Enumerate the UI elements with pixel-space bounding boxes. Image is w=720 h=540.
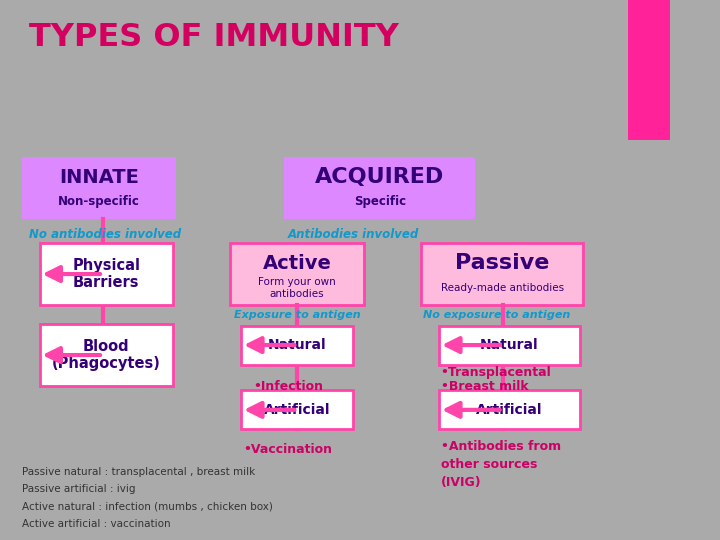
FancyBboxPatch shape: [241, 390, 353, 429]
FancyBboxPatch shape: [40, 243, 173, 305]
Text: Specific: Specific: [354, 195, 406, 208]
Text: ACQUIRED: ACQUIRED: [315, 167, 444, 187]
Text: Physical
Barriers: Physical Barriers: [72, 258, 140, 291]
FancyBboxPatch shape: [241, 326, 353, 365]
FancyBboxPatch shape: [421, 243, 583, 305]
Text: Passive: Passive: [455, 253, 549, 273]
Text: Artificial: Artificial: [264, 403, 330, 417]
Text: Non-specific: Non-specific: [58, 195, 140, 208]
FancyBboxPatch shape: [230, 243, 364, 305]
FancyBboxPatch shape: [22, 157, 176, 219]
Text: Active natural : infection (mumbs , chicken box): Active natural : infection (mumbs , chic…: [22, 502, 272, 512]
Text: Exposure to antigen: Exposure to antigen: [234, 310, 361, 321]
Text: INNATE: INNATE: [59, 167, 139, 187]
Text: Blood
(Phagocytes): Blood (Phagocytes): [52, 339, 161, 372]
Text: •Breast milk: •Breast milk: [441, 380, 528, 393]
Text: •Transplacental: •Transplacental: [441, 366, 552, 379]
Text: Antibodies involved: Antibodies involved: [288, 228, 419, 241]
FancyBboxPatch shape: [628, 0, 670, 140]
Text: Active: Active: [263, 254, 331, 273]
FancyBboxPatch shape: [439, 326, 580, 365]
Text: Form your own
antibodies: Form your own antibodies: [258, 277, 336, 299]
FancyBboxPatch shape: [284, 157, 475, 219]
Text: Ready-made antibodies: Ready-made antibodies: [441, 283, 564, 293]
Text: Natural: Natural: [268, 338, 326, 352]
Text: No antibodies involved: No antibodies involved: [29, 228, 181, 241]
Text: Passive artificial : ivig: Passive artificial : ivig: [22, 484, 135, 495]
Text: Natural: Natural: [480, 338, 539, 352]
Text: Passive natural : transplacental , breast milk: Passive natural : transplacental , breas…: [22, 467, 255, 477]
Text: Active artificial : vaccination: Active artificial : vaccination: [22, 519, 170, 529]
Text: Artificial: Artificial: [476, 403, 543, 417]
Text: TYPES OF IMMUNITY: TYPES OF IMMUNITY: [29, 22, 399, 52]
Text: •Infection: •Infection: [253, 380, 323, 393]
FancyBboxPatch shape: [439, 390, 580, 429]
Text: •Vaccination: •Vaccination: [243, 443, 333, 456]
Text: •Antibodies from
other sources
(IVIG): •Antibodies from other sources (IVIG): [441, 440, 561, 489]
FancyBboxPatch shape: [40, 324, 173, 386]
Text: No exposure to antigen: No exposure to antigen: [423, 310, 570, 321]
